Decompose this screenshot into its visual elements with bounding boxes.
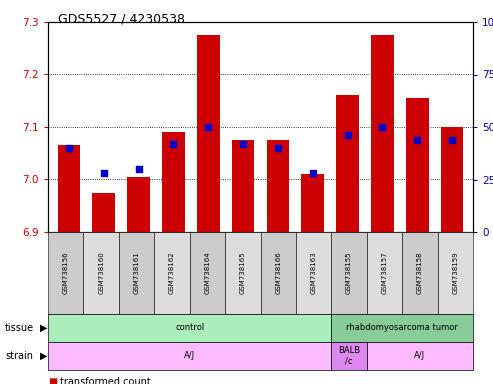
Bar [127,177,150,232]
Point [100,170,107,176]
Text: GSM738159: GSM738159 [452,252,458,294]
Text: GSM738157: GSM738157 [382,252,387,294]
Point [135,166,142,172]
Text: strain: strain [5,351,33,361]
Text: tissue: tissue [5,323,34,333]
Point [170,141,177,147]
Text: ▶: ▶ [40,323,47,333]
Bar [232,140,254,232]
Point [413,137,421,143]
Text: transformed count: transformed count [60,377,151,384]
Point [379,124,387,130]
Text: control: control [175,323,204,333]
Text: GSM738156: GSM738156 [63,252,69,294]
Text: rhabdomyosarcoma tumor: rhabdomyosarcoma tumor [346,323,458,333]
Bar [371,35,394,232]
Bar [267,140,289,232]
Bar [58,146,80,232]
Bar [197,35,219,232]
Point [344,132,352,139]
Text: GSM738155: GSM738155 [346,252,352,294]
Text: ■: ■ [48,377,57,384]
Point [239,141,247,147]
Text: GSM738161: GSM738161 [134,252,140,295]
Bar [92,193,115,232]
Point [65,145,73,151]
Text: BALB
/c: BALB /c [338,346,360,366]
Point [204,124,212,130]
Text: GSM738163: GSM738163 [311,252,317,295]
Bar [301,174,324,232]
Text: GDS5527 / 4230538: GDS5527 / 4230538 [58,12,185,25]
Bar [336,96,359,232]
Text: GSM738162: GSM738162 [169,252,175,294]
Point [448,137,456,143]
Text: ▶: ▶ [40,351,47,361]
Point [274,145,282,151]
Text: GSM738158: GSM738158 [417,252,423,294]
Text: GSM738166: GSM738166 [275,252,281,295]
Bar [406,98,428,232]
Text: GSM738160: GSM738160 [98,252,104,295]
Bar [162,132,185,232]
Text: GSM738165: GSM738165 [240,252,246,294]
Bar [441,127,463,232]
Text: A/J: A/J [184,351,195,361]
Point [309,170,317,176]
Text: GSM738164: GSM738164 [205,252,211,294]
Text: A/J: A/J [414,351,425,361]
